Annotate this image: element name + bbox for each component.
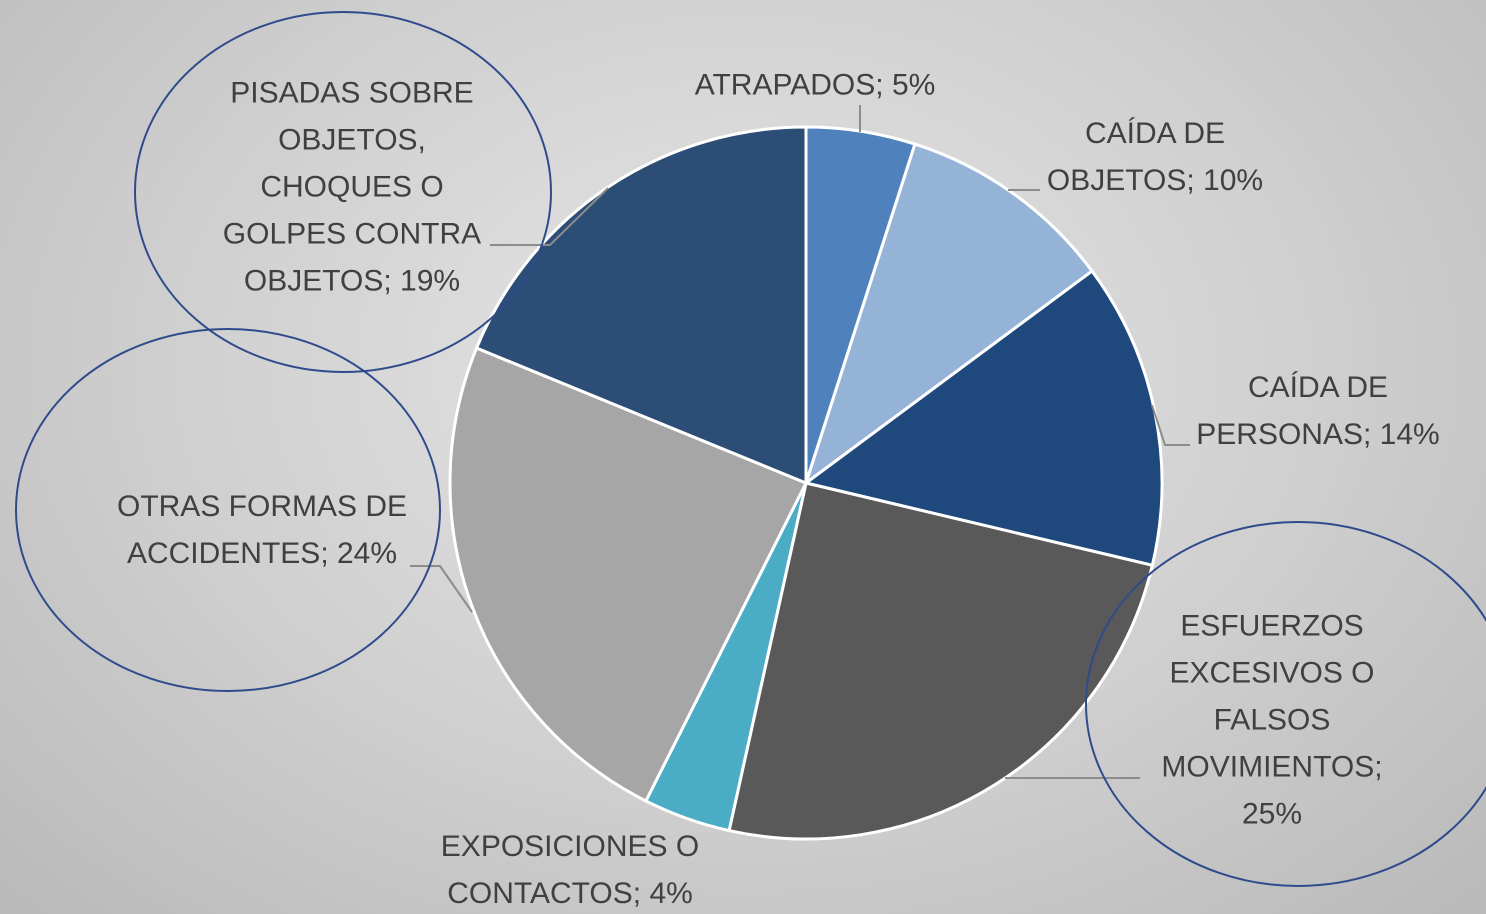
value-label: 5% bbox=[892, 69, 935, 102]
value-label: 25% bbox=[1242, 798, 1302, 831]
category-label: CAÍDA DE OBJETOS bbox=[1047, 117, 1225, 197]
chart: ATRAPADOS5% CAÍDA DE OBJETOS10% CAÍDA DE P… bbox=[0, 0, 1486, 914]
value-label: 24% bbox=[337, 537, 397, 570]
category-label: ESFUERZOS EXCESIVOS O FALSOS MOVIMIENTOS bbox=[1161, 610, 1382, 784]
data-label: CAÍDA DE OBJETOS10% bbox=[1030, 110, 1280, 204]
data-label: ESFUERZOS EXCESIVOS O FALSOS MOVIMIENTOS… bbox=[1137, 603, 1407, 838]
pie bbox=[450, 127, 1162, 839]
data-label: OTRAS FORMAS DE ACCIDENTES24% bbox=[92, 483, 432, 577]
category-label: CAÍDA DE PERSONAS bbox=[1196, 371, 1388, 451]
data-label: PISADAS SOBRE OBJETOS, CHOQUES O GOLPES … bbox=[207, 70, 497, 305]
data-label: EXPOSICIONES O CONTACTOS4% bbox=[420, 823, 720, 914]
data-label: CAÍDA DE PERSONAS14% bbox=[1178, 364, 1458, 458]
value-label: 4% bbox=[649, 877, 692, 910]
category-label: ATRAPADOS bbox=[695, 69, 892, 102]
value-label: 14% bbox=[1380, 418, 1440, 451]
value-label: 10% bbox=[1203, 164, 1263, 197]
value-label: 19% bbox=[400, 265, 460, 298]
data-label: ATRAPADOS5% bbox=[615, 62, 1015, 109]
